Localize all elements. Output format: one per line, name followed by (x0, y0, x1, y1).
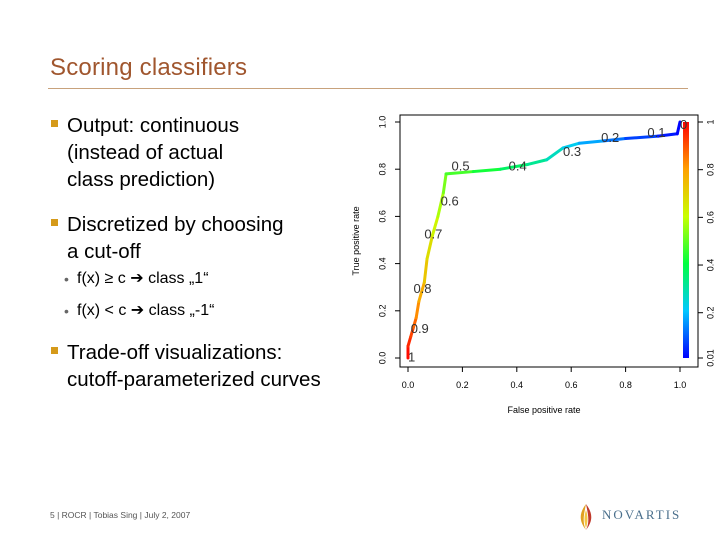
bullet-square-icon (51, 347, 58, 354)
bullet-tradeoff: Trade-off visualizations: cutoff-paramet… (50, 339, 380, 393)
y-tick-label: 0.4 (377, 257, 387, 270)
x-tick-label: 0.8 (619, 380, 632, 390)
roc-curve-segment (577, 139, 606, 145)
y-tick-label: 0.8 (377, 163, 387, 176)
plot-frame (399, 114, 699, 368)
title-divider (48, 88, 688, 89)
cutoff-label: 0.3 (563, 144, 581, 159)
roc-curve-segment (526, 158, 549, 166)
colorbar-tick-label: 0.8 (705, 163, 715, 176)
y-tick-label: 0.2 (377, 305, 387, 318)
cutoff-label: 0.6 (441, 194, 459, 209)
bullet-line: Output: continuous (67, 114, 240, 137)
colorbar (683, 122, 689, 358)
sub-bullet-class-minus-1: • f(x) < c ➔ class „-1“ (50, 301, 380, 321)
roc-curve-segment (414, 299, 421, 320)
roc-curve-segment (436, 191, 445, 218)
x-tick-label: 0.6 (565, 380, 578, 390)
roc-curve-segment (417, 280, 426, 303)
footer-text: 5 | ROCR | Tobias Sing | July 2, 2007 (50, 510, 191, 520)
logo-text: NOVARTIS (602, 507, 682, 522)
bullet-discretized: Discretized by choosing a cut-off (50, 211, 380, 265)
x-tick-label: 0.4 (511, 380, 524, 390)
roc-curve-segment (498, 162, 530, 171)
roc-curve-segment (430, 214, 440, 237)
roc-curve-segment (561, 141, 581, 150)
roc-curve-segment (422, 257, 429, 284)
x-tick-label: 0.2 (456, 380, 469, 390)
bullet-list: Output: continuous (instead of actual cl… (50, 112, 380, 411)
bullet-output: Output: continuous (instead of actual cl… (50, 112, 380, 193)
roc-curve-segment (545, 146, 565, 162)
y-axis-label: True positive rate (351, 206, 361, 275)
roc-curve-segment (409, 325, 415, 339)
colorbar-tick-label: 1 (705, 119, 715, 124)
roc-curve-segment (411, 316, 418, 329)
sub-bullet-class-1: • f(x) ≥ c ➔ class „1“ (50, 269, 380, 289)
colorbar-tick-label: 0.2 (705, 306, 715, 319)
sub-bullet-text: f(x) < c ➔ class „-1“ (77, 302, 215, 319)
cutoff-label: 0.7 (424, 227, 442, 242)
x-tick-label: 1.0 (674, 380, 687, 390)
bullet-line: (instead of actual (67, 141, 224, 164)
roc-curve-segment (675, 120, 682, 136)
sub-bullet-dot-icon: • (64, 303, 69, 319)
colorbar-tick-label: 0.4 (705, 259, 715, 272)
cutoff-label: 0.5 (452, 158, 470, 173)
colorbar-tick-label: 0.01 (705, 349, 715, 367)
x-axis-label: False positive rate (507, 405, 580, 415)
bullet-line: class prediction) (67, 168, 216, 191)
roc-curve-segment (441, 172, 448, 195)
roc-chart: 0.0 0.2 0.4 0.6 0.8 1.0 0.0 0.2 0.4 0.6 0.8 1.0 Fa… (351, 114, 715, 415)
bullet-line: Discretized by choosing (67, 213, 284, 236)
slide-title: Scoring classifiers (50, 54, 248, 81)
x-tick-label: 0.0 (402, 380, 415, 390)
roc-curve-segment (624, 134, 660, 141)
bullet-line: Trade-off visualizations: (67, 341, 283, 364)
y-tick-label: 0.6 (377, 210, 387, 223)
roc-curve-segment (602, 137, 628, 143)
novartis-flame-icon (580, 504, 592, 530)
cutoff-label: 0.2 (601, 130, 619, 145)
roc-curve-segment (406, 335, 413, 348)
y-tick-label: 1.0 (377, 116, 387, 129)
bullet-line: cutoff-parameterized curves (67, 368, 321, 391)
roc-curve-segment (425, 233, 434, 261)
cutoff-label: 0.8 (413, 281, 431, 296)
bullet-square-icon (51, 120, 58, 127)
cutoff-label: 0.4 (509, 158, 527, 173)
cutoff-label: 0.9 (411, 321, 429, 336)
bullet-square-icon (51, 219, 58, 226)
cutoff-label: 1 (408, 349, 415, 364)
cutoff-label: 0.1 (647, 125, 665, 140)
roc-curve-segment (471, 167, 502, 174)
roc-curve-segment (444, 170, 475, 176)
cutoff-label: 0 (680, 117, 687, 132)
bullet-line: a cut-off (67, 240, 141, 263)
sub-bullet-text: f(x) ≥ c ➔ class „1“ (77, 270, 209, 287)
roc-curve-segment (656, 132, 679, 138)
y-tick-label: 0.0 (377, 352, 387, 365)
colorbar-tick-label: 0.6 (705, 211, 715, 224)
sub-bullet-dot-icon: • (64, 271, 69, 287)
